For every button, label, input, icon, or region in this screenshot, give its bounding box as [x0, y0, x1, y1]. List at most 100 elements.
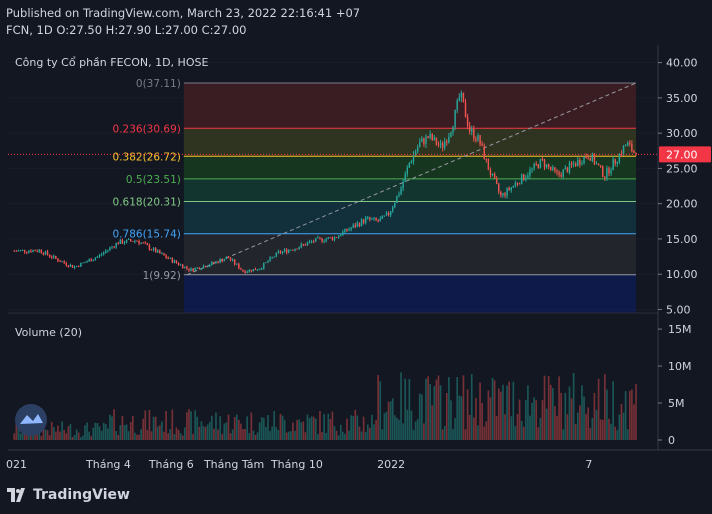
candle-body-219 [468, 125, 471, 132]
volume-bar-85 [190, 411, 192, 440]
candle-body-103 [227, 256, 230, 259]
volume-bar-74 [167, 433, 169, 440]
fib-level-label-0: 0(37.11) [136, 78, 181, 90]
candle-body-225 [481, 144, 483, 146]
candle-body-98 [217, 261, 219, 263]
candle-body-209 [448, 137, 450, 143]
candle-body-55 [127, 239, 130, 241]
candle-body-25 [65, 262, 67, 266]
volume-bar-41 [98, 426, 101, 440]
candle-body-199 [427, 136, 429, 138]
volume-bar-296 [628, 390, 631, 440]
volume-bar-259 [552, 388, 554, 440]
volume-bar-72 [163, 431, 165, 440]
volume-bar-178 [383, 413, 386, 440]
candle-body-236 [504, 193, 506, 196]
candle-body-275 [585, 156, 587, 158]
candle-body-151 [327, 237, 329, 239]
candle-body-1 [15, 250, 18, 252]
volume-bar-60 [138, 434, 140, 440]
volume-bar-145 [314, 418, 317, 440]
candle-body-205 [439, 143, 442, 146]
volume-bar-8 [30, 433, 32, 440]
candle-body-295 [626, 142, 629, 146]
volume-bar-272 [579, 405, 581, 440]
volume-bar-133 [290, 431, 292, 440]
candle-body-124 [271, 257, 273, 258]
volume-bar-4 [21, 429, 24, 440]
volume-bar-104 [229, 433, 232, 440]
candle-body-19 [53, 255, 55, 258]
tv-badge-icon[interactable] [15, 404, 47, 436]
candle-body-185 [398, 194, 400, 197]
candle-body-173 [373, 217, 375, 219]
candle-body-106 [233, 259, 236, 265]
candle-body-32 [80, 262, 82, 267]
volume-bars [13, 372, 637, 440]
volume-bar-230 [491, 377, 494, 440]
volume-bar-199 [427, 376, 429, 440]
candle-body-43 [102, 252, 105, 255]
volume-bar-39 [94, 422, 97, 440]
candle-body-13 [40, 249, 43, 253]
volume-bar-221 [472, 417, 475, 440]
candle-body-29 [73, 266, 76, 268]
candle-body-36 [88, 259, 90, 262]
candle-body-283 [602, 166, 604, 177]
volume-bar-42 [100, 430, 103, 440]
volume-bar-175 [377, 375, 380, 440]
candle-body-121 [265, 262, 267, 264]
volume-bar-152 [329, 419, 332, 440]
volume-bar-270 [574, 423, 577, 440]
volume-bar-108 [238, 419, 240, 440]
volume-bar-130 [283, 419, 286, 440]
volume-bar-111 [244, 428, 246, 440]
candle-body-65 [148, 245, 151, 250]
volume-bar-21 [57, 425, 59, 440]
volume-bar-148 [321, 431, 323, 440]
candle-body-113 [248, 269, 250, 272]
candle-body-238 [508, 188, 510, 191]
volume-bar-7 [28, 432, 30, 440]
volume-bar-105 [231, 429, 234, 440]
candle-body-156 [337, 235, 340, 238]
time-tick-2: Tháng 6 [148, 458, 194, 471]
candle-body-61 [140, 242, 142, 244]
candle-body-292 [620, 153, 623, 155]
candle-body-87 [194, 268, 196, 271]
candle-body-111 [244, 271, 246, 273]
volume-bar-243 [518, 399, 521, 440]
volume-bar-234 [500, 391, 502, 440]
volume-bar-252 [537, 427, 540, 440]
volume-bar-115 [252, 430, 255, 440]
volume-bar-67 [152, 416, 155, 440]
candle-body-262 [558, 172, 560, 175]
volume-bar-121 [265, 426, 267, 440]
candle-body-16 [46, 251, 49, 255]
fib-zone-0 [183, 83, 637, 129]
volume-bar-125 [273, 411, 276, 440]
volume-bar-160 [346, 418, 348, 440]
candle-body-38 [92, 259, 95, 262]
candle-body-80 [179, 264, 182, 266]
volume-bar-78 [175, 427, 178, 440]
volume-bar-233 [497, 388, 500, 440]
volume-bar-205 [439, 385, 442, 440]
volume-bar-248 [529, 415, 531, 440]
volume-bar-161 [348, 430, 350, 440]
volume-bar-247 [527, 385, 529, 440]
volume-bar-244 [520, 420, 523, 440]
volume-bar-292 [620, 404, 623, 440]
volume-bar-286 [608, 418, 610, 440]
tradingview-logo[interactable]: TradingView [7, 486, 130, 504]
volume-bar-169 [364, 432, 367, 440]
candle-body-231 [493, 173, 496, 179]
volume-bar-264 [562, 429, 565, 440]
volume-bar-37 [90, 436, 93, 440]
candle-body-191 [410, 161, 413, 163]
candle-body-81 [181, 264, 184, 269]
volume-bar-25 [65, 433, 68, 440]
candle-body-254 [541, 159, 544, 160]
volume-bar-208 [445, 393, 448, 440]
